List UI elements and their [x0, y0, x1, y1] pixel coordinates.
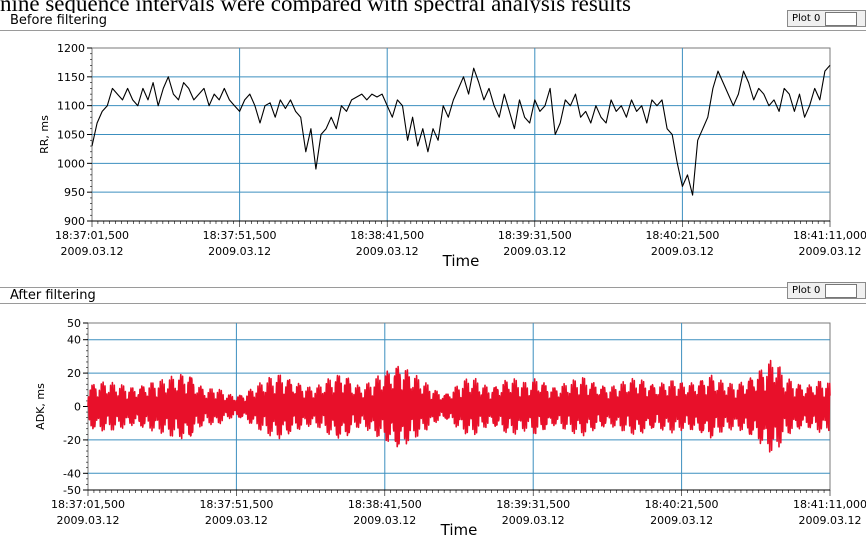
y-axis-label: ADK, ms — [34, 383, 47, 430]
x-tick-label-date: 2009.03.12 — [799, 514, 862, 527]
x-tick-label-date: 2009.03.12 — [503, 245, 566, 258]
series-line — [91, 64, 831, 196]
x-tick-label-date: 2009.03.12 — [208, 245, 271, 258]
header-text: nine sequence intervals were compared wi… — [0, 0, 631, 13]
x-tick-label-date: 2009.03.12 — [502, 514, 565, 527]
x-tick-label-date: 2009.03.12 — [356, 245, 419, 258]
y-tick-label: 1200 — [57, 42, 85, 55]
x-tick-label-date: 2009.03.12 — [650, 514, 713, 527]
x-tick-label-time: 18:37:51,500 — [199, 498, 273, 511]
x-tick-label-time: 18:39:31,500 — [498, 229, 572, 242]
x-tick-label-time: 18:38:41,500 — [350, 229, 424, 242]
series-line — [87, 359, 831, 453]
y-tick-label: 1100 — [57, 100, 85, 113]
x-tick-label-date: 2009.03.12 — [651, 245, 714, 258]
x-axis-label: Time — [442, 252, 480, 270]
x-tick-label-time: 18:41:11,000 — [793, 498, 866, 511]
y-tick-label: 950 — [64, 186, 85, 199]
chart1-title: Before filtering — [10, 13, 107, 28]
x-tick-label-time: 18:38:41,500 — [348, 498, 422, 511]
y-tick-label: 900 — [64, 215, 85, 228]
x-axis-label: Time — [440, 521, 478, 539]
y-tick-label: 50 — [67, 317, 81, 330]
y-tick-label: 1000 — [57, 157, 85, 170]
y-tick-label: -40 — [63, 467, 81, 480]
y-tick-label: 40 — [67, 334, 81, 347]
x-tick-label-date: 2009.03.12 — [61, 245, 124, 258]
x-tick-label-time: 18:39:31,500 — [496, 498, 570, 511]
x-tick-label-time: 18:37:01,500 — [51, 498, 125, 511]
legend-line-icon — [825, 11, 858, 26]
chart2-separator-top — [0, 287, 866, 288]
x-tick-label-date: 2009.03.12 — [205, 514, 268, 527]
chart1: 900 950 1000 1050 1100 1150 1200 RR, ms 18:37:01… — [38, 42, 866, 270]
y-tick-label: 1150 — [57, 71, 85, 84]
chart2-title: After filtering — [10, 288, 96, 303]
chart1-separator — [0, 30, 866, 31]
y-tick-label: -20 — [63, 434, 81, 447]
y-tick-label: 0 — [74, 401, 81, 414]
chart2-separator — [0, 303, 866, 304]
chart1-legend-label: Plot 0 — [792, 13, 821, 24]
legend-line-icon — [825, 283, 858, 298]
y-tick-label: 1050 — [57, 129, 85, 142]
x-tick-label-date: 2009.03.12 — [57, 514, 120, 527]
y-tick-label: -50 — [63, 484, 81, 497]
chart2-legend[interactable]: Plot 0 — [787, 282, 866, 299]
x-tick-label-date: 2009.03.12 — [353, 514, 416, 527]
x-tick-label-time: 18:40:21,500 — [645, 229, 719, 242]
x-tick-label-time: 18:37:51,500 — [203, 229, 277, 242]
x-tick-label-date: 2009.03.12 — [799, 245, 862, 258]
chart2-legend-label: Plot 0 — [792, 285, 821, 296]
y-axis-label: RR, ms — [38, 115, 51, 154]
x-tick-label-time: 18:41:11,000 — [793, 229, 866, 242]
x-tick-label-time: 18:40:21,500 — [645, 498, 719, 511]
y-tick-label: 20 — [67, 367, 81, 380]
x-tick-label-time: 18:37:01,500 — [55, 229, 129, 242]
